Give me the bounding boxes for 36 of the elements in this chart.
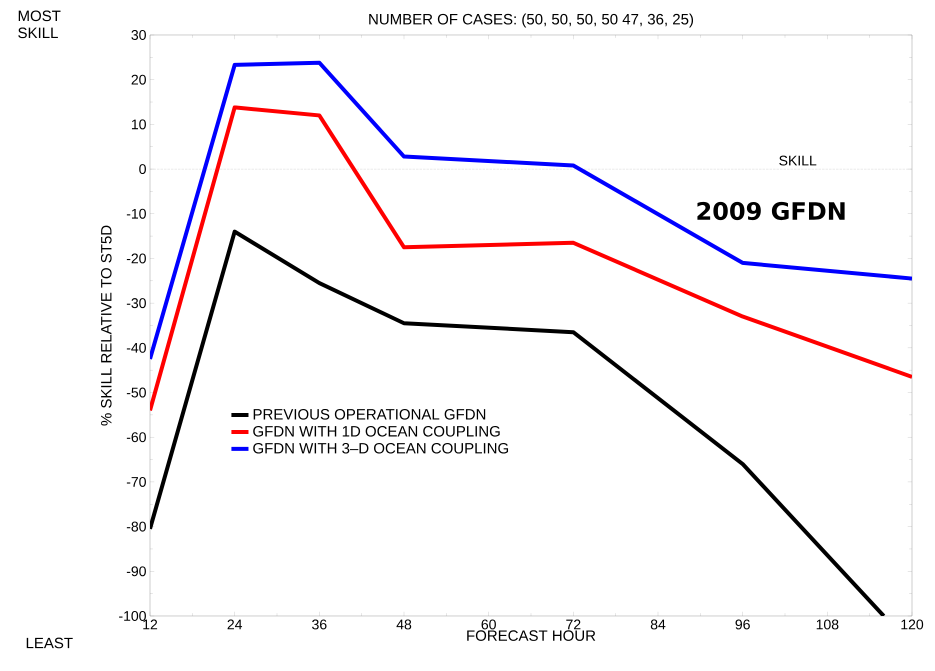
x-tick-label: 84 [650, 620, 666, 630]
y-tick-label: 20 [132, 74, 146, 85]
y-tick-label: -10 [126, 208, 146, 219]
chart-title: NUMBER OF CASES: (50, 50, 50, 50 47, 36, 25) [369, 13, 694, 28]
y-tick-label: -60 [126, 432, 146, 442]
legend-label: GFDN WITH 3–D OCEAN COUPLING [253, 442, 508, 454]
y-tick-label: -80 [126, 522, 146, 532]
y-tick-label: 10 [132, 119, 146, 130]
x-tick-label: 36 [312, 620, 327, 630]
y-tick-label: -40 [126, 342, 146, 353]
y-tick-label: -100 [119, 611, 146, 621]
y-tick-label: -70 [126, 476, 146, 487]
x-tick-label: 48 [396, 620, 412, 630]
x-tick-label: 96 [736, 620, 750, 630]
y-tick-label: 0 [139, 164, 146, 174]
y-tick-label: -50 [126, 388, 146, 398]
x-tick-label: 72 [566, 620, 580, 630]
x-tick-label: 12 [143, 620, 158, 630]
line-series [150, 230, 886, 616]
x-tick-label: 60 [482, 620, 496, 630]
annotation: 2009 GFDN [697, 202, 845, 220]
y-tick-label: -90 [126, 566, 146, 576]
y-axis-title: % SKILL RELATIVE TO ST5D [100, 226, 112, 426]
x-tick-label: 120 [901, 620, 924, 630]
legend-label: PREVIOUS OPERATIONAL GFDN [254, 408, 486, 420]
x-axis-title: FORECAST HOUR [467, 630, 596, 641]
legend-label: GFDN WITH 1D OCEAN COUPLING [253, 426, 500, 437]
text: MOST SKILL [18, 10, 61, 38]
y-tick-label: -20 [126, 253, 146, 264]
x-tick-label: 108 [816, 620, 838, 630]
line-series [150, 60, 912, 362]
y-tick-label: -30 [126, 298, 146, 308]
text: LEAST [26, 638, 73, 648]
ref-line-label: SKILL [779, 156, 816, 166]
x-tick-label: 24 [228, 620, 242, 630]
y-tick-label: 30 [131, 30, 146, 40]
